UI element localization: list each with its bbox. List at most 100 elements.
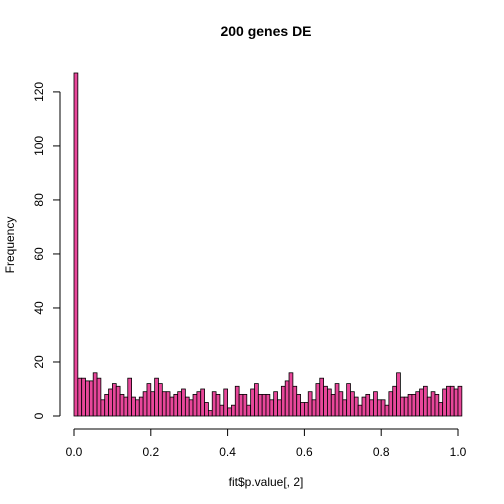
y-tick-label: 100 bbox=[32, 136, 46, 156]
histogram-bar bbox=[323, 385, 328, 417]
histogram-bar bbox=[169, 396, 175, 417]
histogram-bar bbox=[296, 393, 301, 417]
histogram-bar bbox=[365, 393, 371, 417]
histogram-bar bbox=[219, 404, 225, 417]
y-axis: 0 20 40 60 80 100 120 bbox=[32, 82, 61, 419]
histogram-bar bbox=[207, 410, 213, 417]
histogram-bar bbox=[407, 393, 413, 417]
histogram-bar bbox=[396, 372, 401, 417]
histogram-bar bbox=[146, 383, 152, 417]
x-axis-label: fit$p.value[, 2] bbox=[229, 475, 304, 489]
histogram-bar bbox=[188, 399, 194, 417]
histogram-bar bbox=[88, 380, 94, 417]
histogram-bar bbox=[142, 391, 148, 417]
y-tick-label: 60 bbox=[32, 247, 46, 261]
y-tick-label: 20 bbox=[32, 355, 46, 369]
histogram-bar bbox=[127, 377, 133, 417]
histogram-bar bbox=[173, 393, 179, 417]
histogram-bar bbox=[108, 388, 113, 417]
histogram-bar bbox=[380, 399, 386, 417]
histogram-bar bbox=[353, 396, 359, 417]
histogram-bar bbox=[177, 391, 182, 417]
histogram-bar bbox=[399, 396, 405, 417]
histogram-bar bbox=[161, 391, 167, 417]
x-tick-label: 0.4 bbox=[219, 445, 236, 459]
histogram-bar bbox=[334, 383, 340, 417]
histogram-bar bbox=[112, 383, 117, 417]
histogram-bar bbox=[234, 385, 240, 417]
histogram-bar bbox=[100, 399, 106, 417]
histogram-bar bbox=[392, 385, 397, 417]
histogram-bar bbox=[119, 393, 125, 417]
histogram-bar bbox=[150, 391, 156, 417]
histogram-bar bbox=[261, 393, 267, 417]
histogram-bar bbox=[211, 391, 217, 417]
histogram-bar bbox=[257, 393, 263, 417]
histogram-bar bbox=[411, 393, 417, 417]
histogram-bar bbox=[300, 402, 305, 417]
histogram-bar bbox=[430, 391, 436, 417]
histogram-bar bbox=[96, 377, 102, 417]
y-tick-label: 40 bbox=[32, 301, 46, 315]
histogram-bar bbox=[403, 396, 409, 417]
histogram-bar bbox=[376, 399, 382, 417]
histogram-bar bbox=[215, 393, 221, 417]
x-axis: 0.0 0.2 0.4 0.6 0.8 1.0 bbox=[66, 428, 467, 459]
histogram-bar bbox=[315, 383, 321, 417]
histogram-bar bbox=[138, 396, 144, 417]
histogram-bar bbox=[342, 399, 348, 417]
histogram-bar bbox=[277, 399, 282, 417]
histogram-bar bbox=[184, 396, 190, 417]
histogram-bar bbox=[92, 372, 98, 417]
histogram-bar bbox=[361, 396, 367, 417]
histogram-bar bbox=[338, 391, 344, 417]
histogram-bar bbox=[434, 393, 440, 417]
histogram-bar bbox=[292, 385, 298, 417]
histogram-bar bbox=[288, 372, 294, 417]
x-tick-label: 0.2 bbox=[142, 445, 159, 459]
histogram-bar bbox=[238, 393, 244, 417]
histogram-bar bbox=[154, 377, 159, 417]
histogram-bar bbox=[284, 380, 290, 417]
histogram-bar bbox=[303, 402, 309, 417]
histogram-bar bbox=[273, 391, 278, 417]
histogram-bar bbox=[415, 391, 421, 417]
x-tick-label: 0.6 bbox=[296, 445, 313, 459]
histogram-bar bbox=[446, 385, 451, 417]
histogram-bar bbox=[442, 388, 447, 417]
histogram-bar bbox=[227, 407, 232, 417]
histogram-bar bbox=[223, 388, 228, 417]
histogram-bars bbox=[73, 72, 463, 417]
histogram-bar bbox=[246, 404, 252, 417]
histogram-bar bbox=[135, 399, 140, 417]
y-tick-label: 0 bbox=[32, 412, 46, 419]
histogram-bar bbox=[131, 396, 136, 417]
y-axis-label: Frequency bbox=[3, 217, 17, 274]
histogram-bar bbox=[192, 393, 198, 417]
histogram-bar bbox=[200, 388, 205, 417]
histogram-bar bbox=[196, 391, 202, 417]
histogram-bar bbox=[307, 391, 313, 417]
y-tick-label: 80 bbox=[32, 193, 46, 207]
histogram-bar bbox=[357, 404, 363, 417]
histogram-bar bbox=[181, 388, 186, 417]
histogram-bar bbox=[231, 404, 236, 417]
histogram-bar bbox=[369, 399, 374, 417]
histogram-bar bbox=[373, 391, 378, 417]
histogram-bar bbox=[85, 380, 90, 417]
histogram-bar bbox=[426, 396, 432, 417]
histogram-bar bbox=[123, 396, 129, 417]
histogram-bar bbox=[384, 404, 390, 417]
histogram-bar bbox=[330, 393, 336, 417]
histogram-bar bbox=[457, 385, 463, 417]
chart-title: 200 genes DE bbox=[220, 23, 311, 39]
histogram-bar bbox=[73, 72, 79, 417]
histogram-bar bbox=[438, 402, 444, 417]
histogram-bar bbox=[165, 391, 171, 417]
x-tick-label: 0.0 bbox=[66, 445, 83, 459]
histogram-bar bbox=[311, 399, 317, 417]
histogram-bar bbox=[350, 391, 355, 417]
histogram-bar bbox=[254, 383, 259, 417]
histogram-bar bbox=[104, 393, 109, 417]
